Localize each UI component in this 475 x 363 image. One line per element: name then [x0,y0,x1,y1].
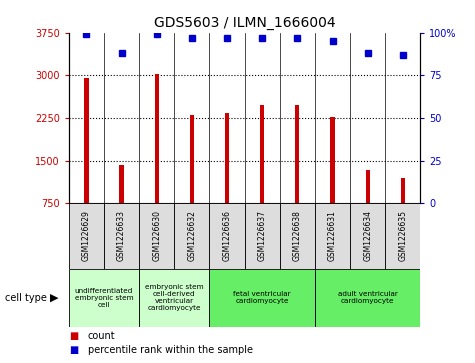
Text: adult ventricular
cardiomyocyte: adult ventricular cardiomyocyte [338,291,398,304]
Bar [225,113,229,203]
Text: GSM1226636: GSM1226636 [223,211,231,261]
Text: GSM1226638: GSM1226638 [293,211,302,261]
Text: GSM1226633: GSM1226633 [117,211,126,261]
Bar [366,170,370,203]
Bar [385,203,420,269]
Bar [174,203,209,269]
Text: GSM1226635: GSM1226635 [399,211,407,261]
Bar [209,269,315,327]
Bar [69,203,104,269]
Bar [280,203,315,269]
Bar [295,105,299,203]
Bar [260,106,264,203]
Bar [315,269,420,327]
Text: count: count [88,331,115,341]
Bar [209,203,245,269]
Bar [85,78,88,203]
Text: ■: ■ [69,331,78,341]
Bar [315,203,350,269]
Bar [139,269,209,327]
Text: ■: ■ [69,345,78,355]
Text: fetal ventricular
cardiomyocyte: fetal ventricular cardiomyocyte [233,291,291,304]
Text: percentile rank within the sample: percentile rank within the sample [88,345,253,355]
Bar [401,178,405,203]
Bar [139,203,174,269]
Text: GSM1226632: GSM1226632 [188,211,196,261]
Bar [120,164,124,203]
Text: GSM1226629: GSM1226629 [82,211,91,261]
Text: ▶: ▶ [50,293,58,303]
Bar [350,203,385,269]
Bar [69,269,139,327]
Text: GSM1226631: GSM1226631 [328,211,337,261]
Text: GSM1226630: GSM1226630 [152,211,161,261]
Bar [331,117,334,203]
Bar [190,115,194,203]
Text: embryonic stem
cell-derived
ventricular
cardiomyocyte: embryonic stem cell-derived ventricular … [145,284,204,311]
Text: cell type: cell type [5,293,50,303]
Bar [245,203,280,269]
Text: GSM1226637: GSM1226637 [258,211,266,261]
Text: undifferentiated
embryonic stem
cell: undifferentiated embryonic stem cell [75,287,133,308]
Bar [104,203,139,269]
Bar [155,74,159,203]
Text: GSM1226634: GSM1226634 [363,211,372,261]
Title: GDS5603 / ILMN_1666004: GDS5603 / ILMN_1666004 [154,16,335,30]
